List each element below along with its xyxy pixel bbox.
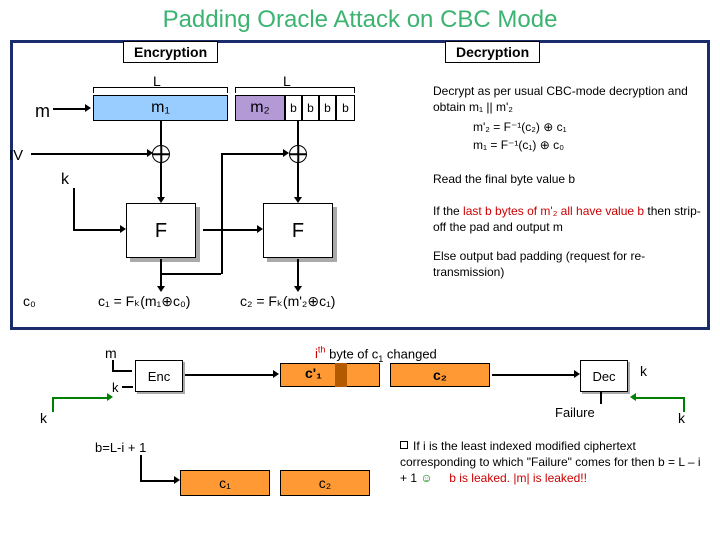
green-arrow-r — [635, 397, 683, 399]
dec-box: Dec — [580, 360, 628, 392]
decryption-header: Decryption — [445, 41, 540, 63]
arrowhead-3 — [157, 197, 165, 203]
arrow-bL-h — [140, 480, 176, 482]
cp1-block-bg — [280, 363, 380, 387]
b-cell-4: b — [336, 95, 355, 121]
b-cell-1: b — [285, 95, 302, 121]
bottom-c1: c₁ — [180, 470, 270, 496]
F-box-2: F — [263, 203, 333, 258]
m1-block: m₁ — [93, 95, 228, 121]
arrow-m-m1 — [53, 108, 87, 110]
arrow-k-enc — [122, 386, 133, 388]
dec-line-3: m₁ = F⁻¹(c₁) ⊕ c₀ — [473, 137, 564, 153]
dec-line-2: m'₂ = F⁻¹(c₂) ⊕ c₁ — [473, 119, 567, 135]
green-arrow-lv — [52, 397, 54, 412]
arrow-F2-c2 — [297, 259, 299, 289]
b-cell-2: b — [302, 95, 319, 121]
k-label: k — [61, 171, 69, 189]
arrow-fb-v — [221, 153, 223, 274]
m2-block: m₂ — [235, 95, 285, 121]
green-ah-r — [630, 393, 636, 401]
dec-line-6: Else output bad padding (request for re-… — [433, 248, 703, 280]
ith-byte-label: ith byte of c1 changed — [315, 345, 437, 364]
arrow-iv-xor — [31, 153, 149, 155]
arrow-k-F1 — [73, 229, 123, 231]
arrowhead-5 — [120, 225, 126, 233]
arrow-fb-h — [161, 273, 221, 275]
arrowhead-9 — [283, 149, 289, 157]
page-title: Padding Oracle Attack on CBC Mode — [0, 0, 720, 38]
arrow-xor1-F — [160, 163, 162, 201]
arrow-enc-cp1 — [185, 374, 275, 376]
arrow-c2-dec — [492, 374, 576, 376]
xor-2 — [289, 145, 307, 163]
green-arrow-rv — [683, 397, 685, 412]
enc-box: Enc — [135, 360, 183, 392]
arrow-m2-xor — [297, 121, 299, 145]
ah-bL — [174, 476, 180, 484]
bottom-k-right: k — [640, 363, 647, 379]
failure-label: Failure — [555, 405, 595, 420]
bracket-L2 — [235, 87, 355, 93]
arrowhead-2 — [147, 149, 153, 157]
arrowhead-8 — [294, 286, 302, 292]
encryption-header: Encryption — [123, 41, 218, 63]
cp1-label: c'₁ — [305, 365, 322, 381]
dec-line-5: If the last b bytes of m'₂ all have valu… — [433, 203, 703, 235]
bottom-k-green-r: k — [678, 410, 685, 426]
top-diagram: Encryption Decryption L L m m₁ m₂ b b b … — [10, 40, 710, 330]
bottom-m: m — [105, 345, 117, 361]
c0-label: c₀ — [23, 293, 36, 309]
arrow-xor2-F — [297, 163, 299, 201]
bottom-k-green: k — [40, 410, 47, 426]
green-arrow-l — [52, 397, 107, 399]
arrow-k-v — [73, 188, 75, 230]
arrow-fb-h2 — [221, 153, 285, 155]
bottom-c2: c₂ — [280, 470, 370, 496]
c2-eq: c₂ = Fₖ(m'₂⊕c₁) — [240, 293, 335, 310]
dec-line-1: Decrypt as per usual CBC-mode decryption… — [433, 83, 703, 115]
xor-1 — [152, 145, 170, 163]
green-ah-l — [107, 393, 113, 401]
arrowhead-1 — [85, 104, 91, 112]
arrow-dec-fail — [600, 392, 602, 404]
m-label: m — [35, 101, 50, 122]
dec-line-4: Read the final byte value b — [433, 171, 575, 187]
arrow-k-F2 — [203, 229, 259, 231]
F-box-1: F — [126, 203, 196, 258]
c2-block: c₂ — [390, 363, 490, 387]
ah-enc-cp1 — [273, 370, 279, 378]
b-cell-3: b — [319, 95, 336, 121]
bracket-L1 — [93, 87, 228, 93]
iv-label: IV — [9, 147, 23, 164]
c1-eq: c₁ = Fₖ(m₁⊕c₀) — [98, 293, 190, 310]
arrowhead-4 — [294, 197, 302, 203]
bullet-text: If i is the least indexed modified ciphe… — [400, 438, 710, 487]
arrow-m-enc-h — [112, 370, 132, 372]
arrow-bL-v — [140, 455, 142, 480]
arrowhead-6 — [257, 225, 263, 233]
ah-c2-dec — [574, 370, 580, 378]
cp1-changed-byte — [335, 363, 347, 387]
arrowhead-7 — [157, 286, 165, 292]
bL-label: b=L-i + 1 — [95, 440, 146, 455]
bullet-icon — [400, 441, 408, 449]
arrow-m1-xor — [160, 121, 162, 145]
